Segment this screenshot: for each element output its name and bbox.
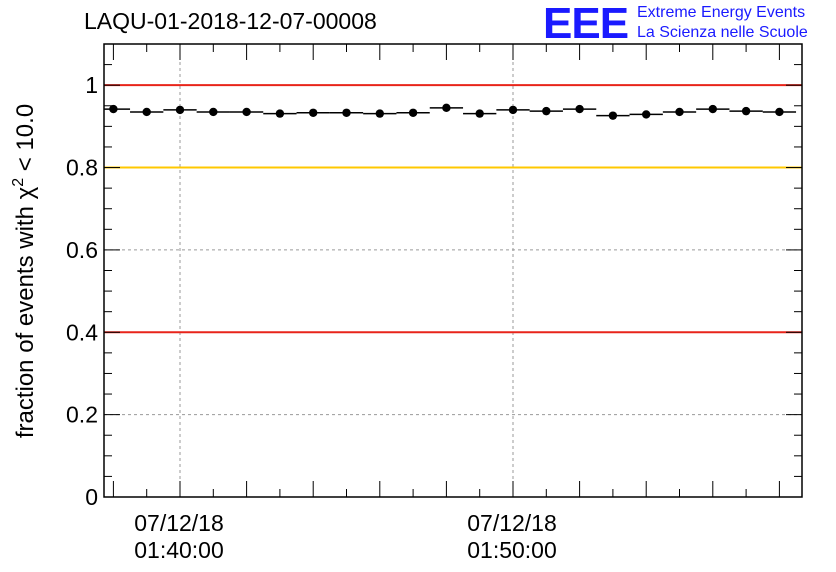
data-point: [375, 109, 384, 118]
y-tick-label: 0.2: [66, 402, 98, 428]
logo-line-1: Extreme Energy Events: [637, 4, 806, 21]
chart-title: LAQU-01-2018-12-07-00008: [84, 8, 377, 34]
data-point: [508, 105, 518, 115]
data-point: [475, 109, 484, 118]
y-tick-label: 0.8: [66, 155, 98, 181]
data-point: [342, 108, 351, 117]
data-point: [275, 109, 285, 118]
y-axis-label-part: < 10.0: [12, 104, 39, 178]
data-point: [242, 107, 251, 117]
x-tick-label-date: 07/12/18: [134, 510, 224, 536]
x-tick-label-date: 07/12/18: [467, 510, 557, 536]
data-point: [408, 108, 418, 117]
reference-lines: [104, 84, 802, 334]
data-point: [209, 107, 218, 117]
eee-logo: EEE: [543, 0, 629, 48]
data-point: [142, 107, 151, 117]
y-tick-label: 0.6: [66, 237, 98, 263]
y-axis-label: fraction of events with χ2 < 10.0: [10, 104, 39, 438]
data-point: [309, 108, 318, 117]
data-point: [575, 104, 584, 114]
data-point: [442, 103, 451, 113]
y-tick-label: 0: [85, 484, 98, 510]
data-series: [104, 103, 797, 120]
data-point: [109, 104, 118, 114]
data-point: [741, 106, 751, 116]
y-axis-label-part: 2: [10, 178, 27, 187]
logo-line-2: La Scienza nelle Scuole: [637, 24, 808, 41]
data-point: [175, 105, 185, 115]
y-axis-label-part: fraction of events with χ: [12, 186, 39, 438]
y-tick-label: 1: [85, 72, 98, 98]
data-point: [608, 111, 618, 120]
x-tick-label-time: 01:40:00: [134, 537, 224, 563]
data-point: [642, 110, 651, 119]
data-point: [542, 106, 551, 116]
data-point: [775, 107, 784, 117]
data-point: [675, 107, 684, 117]
y-axis: 0 0.2 0.4 0.6 0.8 1: [66, 43, 802, 510]
y-tick-label: 0.4: [66, 319, 98, 345]
x-tick-label-time: 01:50:00: [467, 537, 557, 563]
data-point: [708, 104, 717, 114]
